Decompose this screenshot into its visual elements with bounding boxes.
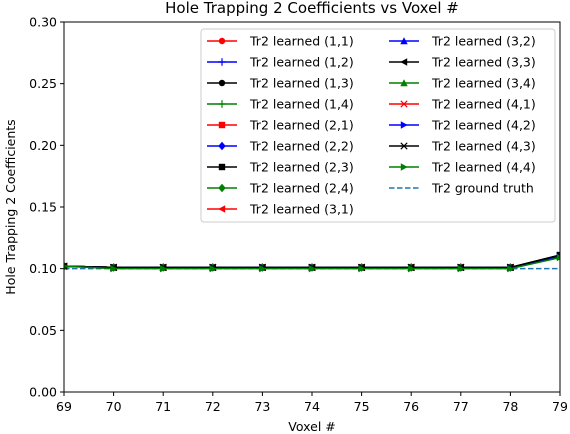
legend: Tr2 learned (1,1) Tr2 learned (1,2) Tr2 le… <box>200 28 556 223</box>
x-tick-label: 79 <box>552 399 568 414</box>
data-point <box>209 264 217 273</box>
y-tick-label: 0.25 <box>29 76 57 91</box>
legend-entry: Tr2 learned (4,2) <box>389 118 536 133</box>
x-tick-label: 72 <box>205 399 221 414</box>
data-point <box>259 264 267 273</box>
legend-entry: Tr2 learned (1,2) <box>207 55 354 70</box>
legend-label: Tr2 learned (4,4) <box>431 160 536 175</box>
legend-marker <box>400 79 408 87</box>
legend-entry: Tr2 learned (1,3) <box>207 76 354 91</box>
y-axis-label: Hole Trapping 2 Coefficients <box>3 119 18 294</box>
data-point <box>556 253 560 262</box>
legend-entry: Tr2 learned (2,1) <box>207 118 354 133</box>
legend-marker <box>218 205 226 213</box>
plot-area <box>64 251 560 273</box>
legend-label: Tr2 learned (3,4) <box>431 76 536 91</box>
legend-label: Tr2 learned (4,3) <box>431 139 536 154</box>
legend-marker <box>400 121 408 129</box>
x-tick-label: 78 <box>502 399 518 414</box>
legend-marker <box>218 100 226 108</box>
legend-label: Tr2 learned (2,1) <box>249 118 354 133</box>
legend-label: Tr2 learned (1,4) <box>249 97 354 112</box>
x-tick-label: 69 <box>56 399 72 414</box>
x-tick-label: 73 <box>254 399 270 414</box>
x-tick-label: 74 <box>304 399 320 414</box>
legend-marker <box>218 37 226 45</box>
legend-label: Tr2 learned (2,3) <box>249 160 354 175</box>
chart-title: Hole Trapping 2 Coefficients vs Voxel # <box>165 0 459 17</box>
legend-marker <box>218 79 226 87</box>
legend-marker <box>400 163 408 171</box>
legend-label: Tr2 learned (2,2) <box>249 139 354 154</box>
y-tick-label: 0.05 <box>29 323 57 338</box>
data-point <box>64 262 68 270</box>
data-point <box>358 264 366 273</box>
legend-label: Tr2 learned (2,4) <box>249 181 354 196</box>
legend-label: Tr2 learned (3,1) <box>249 202 354 217</box>
x-tick-label: 77 <box>453 399 469 414</box>
series-15 <box>64 253 560 273</box>
plot-series-group <box>64 251 560 273</box>
data-point <box>408 264 415 273</box>
legend-entry: Tr2 ground truth <box>389 181 534 196</box>
legend-label: Tr2 learned (3,2) <box>431 34 536 49</box>
data-point <box>308 264 316 273</box>
legend-entry: Tr2 learned (2,4) <box>207 181 354 196</box>
x-tick-label: 75 <box>354 399 370 414</box>
legend-marker <box>400 142 408 150</box>
legend-entry: Tr2 learned (2,3) <box>207 160 354 175</box>
legend-marker <box>218 163 226 171</box>
legend-marker <box>400 100 408 108</box>
legend-entry: Tr2 learned (3,2) <box>389 34 536 49</box>
legend-marker <box>218 121 226 129</box>
legend-entry: Tr2 learned (3,3) <box>389 55 536 70</box>
legend-marker <box>218 183 226 193</box>
legend-entry: Tr2 learned (3,4) <box>389 76 536 91</box>
legend-entry: Tr2 learned (4,4) <box>389 160 536 175</box>
data-point <box>64 264 68 269</box>
legend-marker <box>218 141 226 151</box>
legend-entry: Tr2 learned (2,2) <box>207 139 354 154</box>
legend-entry: Tr2 learned (1,4) <box>207 97 354 112</box>
legend-entry: Tr2 learned (1,1) <box>207 34 354 49</box>
data-point <box>160 264 167 273</box>
x-tick-label: 71 <box>155 399 171 414</box>
legend-box <box>200 28 556 223</box>
y-tick-label: 0.20 <box>29 138 57 153</box>
legend-label: Tr2 learned (1,1) <box>249 34 354 49</box>
y-tick-label: 0.10 <box>29 261 57 276</box>
y-tick-label: 0.30 <box>29 15 57 30</box>
legend-label: Tr2 learned (3,3) <box>431 55 536 70</box>
legend-entry: Tr2 learned (3,1) <box>207 202 354 217</box>
legend-label: Tr2 learned (4,1) <box>431 97 536 112</box>
legend-label: Tr2 learned (1,2) <box>249 55 354 70</box>
x-axis-label: Voxel # <box>288 419 335 434</box>
y-tick-label: 0.15 <box>29 200 57 215</box>
x-tick-label: 76 <box>403 399 419 414</box>
data-point <box>457 264 465 273</box>
legend-label: Tr2 ground truth <box>431 181 534 196</box>
legend-marker <box>400 58 408 66</box>
legend-label: Tr2 learned (1,3) <box>249 76 354 91</box>
axes: 69 70 71 72 73 74 75 76 77 78 79 0.00 0.05 0.10 0.15 0.… <box>29 15 568 415</box>
legend-entry: Tr2 learned (4,3) <box>389 139 536 154</box>
legend-marker <box>400 37 408 45</box>
data-point <box>507 264 515 273</box>
legend-label: Tr2 learned (4,2) <box>431 118 536 133</box>
legend-marker <box>218 58 226 66</box>
x-tick-label: 70 <box>106 399 122 414</box>
data-point <box>110 264 118 273</box>
y-tick-label: 0.00 <box>29 385 57 400</box>
legend-entry: Tr2 learned (4,1) <box>389 97 536 112</box>
